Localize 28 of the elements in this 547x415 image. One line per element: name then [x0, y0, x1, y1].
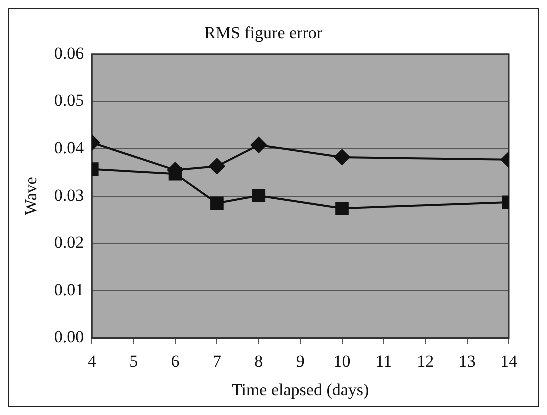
y-tick-label: 0.02 [54, 233, 84, 252]
x-tick-label: 4 [88, 352, 97, 371]
y-tick-label: 0.05 [54, 91, 84, 110]
point [336, 202, 349, 216]
y-tick-label: 0.06 [54, 44, 84, 63]
point [252, 189, 266, 202]
point [334, 150, 350, 166]
x-tick-label: 12 [417, 352, 434, 371]
point [250, 137, 267, 154]
x-axis-title: Time elapsed (days) [232, 380, 370, 400]
x-tick-label: 10 [334, 352, 351, 371]
y-tick-label: 0.00 [54, 328, 84, 347]
y-axis-title: Wave [22, 177, 41, 216]
x-tick-label: 14 [500, 352, 518, 371]
x-tick-label: 13 [458, 352, 476, 371]
y-tick-label: 0.03 [54, 186, 84, 205]
x-tick-label: 6 [171, 352, 180, 371]
point [210, 196, 224, 210]
x-tick-label: 5 [130, 352, 138, 371]
x-tick-label: 11 [376, 352, 392, 371]
point [168, 167, 182, 181]
x-tick-label: 9 [296, 352, 305, 371]
y-tick-label: 0.04 [54, 138, 85, 158]
chart-title: RMS figure error [204, 24, 323, 43]
point [209, 158, 226, 174]
x-tick-label: 8 [254, 352, 264, 371]
x-tick-label: 7 [212, 352, 222, 371]
y-tick-label: 0.01 [54, 280, 84, 300]
